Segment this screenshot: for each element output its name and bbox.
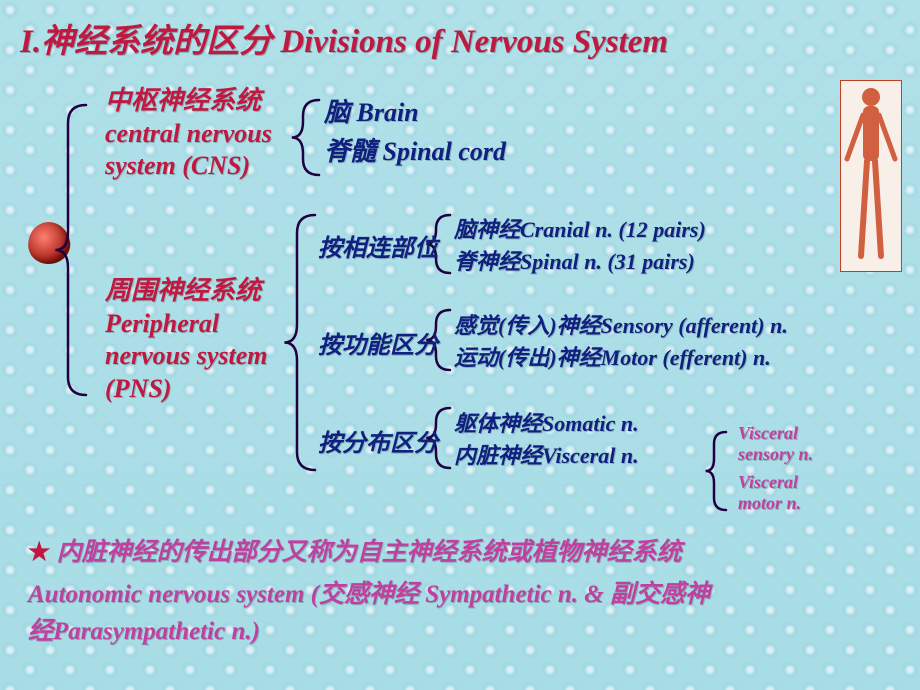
pns-visceral: 内脏神经Visceral n. (454, 438, 639, 470)
cns-en2: system (CNS) (105, 150, 272, 183)
pns-en2: nervous system (105, 340, 268, 373)
pns-zh: 周围神经系统 (105, 275, 268, 308)
body-figure-icon (840, 80, 902, 272)
star-icon: ★ (28, 539, 50, 566)
pns-by-function: 按功能区分 (318, 325, 438, 360)
pns-spinal-n: 脊神经Spinal n. (31 pairs) (454, 244, 695, 276)
pns-by-connection: 按相连部位 (318, 228, 438, 263)
footer-line2: Autonomic nervous system (交感神经 Sympathet… (28, 577, 898, 613)
visceral-motor: Visceral motor n. (738, 472, 801, 513)
heart-icon (25, 219, 72, 266)
cns-items: 脑 Brain 脊髓 Spinal cord (324, 97, 506, 168)
cns-spinal: 脊髓 Spinal cord (324, 136, 506, 169)
cns-en1: central nervous (105, 118, 272, 151)
cns-brain: 脑 Brain (324, 97, 506, 130)
cns-label: 中枢神经系统 central nervous system (CNS) (105, 85, 272, 183)
footer-line3: 经Parasympathetic n.) (28, 614, 898, 650)
pns-motor: 运动(传出)神经Motor (efferent) n. (454, 340, 771, 372)
footer-note: ★ 内脏神经的传出部分又称为自主神经系统或植物神经系统 Autonomic ne… (28, 535, 898, 650)
slide-title: I.神经系统的区分 Divisions of Nervous System (20, 14, 900, 62)
pns-label: 周围神经系统 Peripheral nervous system (PNS) (105, 275, 268, 405)
slide-root: I.神经系统的区分 Divisions of Nervous System 中枢… (0, 0, 920, 690)
pns-somatic: 躯体神经Somatic n. (454, 406, 639, 438)
pns-en3: (PNS) (105, 373, 268, 406)
cns-zh: 中枢神经系统 (105, 85, 272, 118)
pns-sensory: 感觉(传入)神经Sensory (afferent) n. (454, 308, 788, 340)
pns-cranial: 脑神经Cranial n. (12 pairs) (454, 212, 706, 244)
visceral-sensory: Visceral sensory n. (738, 423, 813, 464)
pns-en1: Peripheral (105, 308, 268, 341)
footer-line1: 内脏神经的传出部分又称为自主神经系统或植物神经系统 (57, 539, 682, 566)
pns-by-distribution: 按分布区分 (318, 423, 438, 458)
